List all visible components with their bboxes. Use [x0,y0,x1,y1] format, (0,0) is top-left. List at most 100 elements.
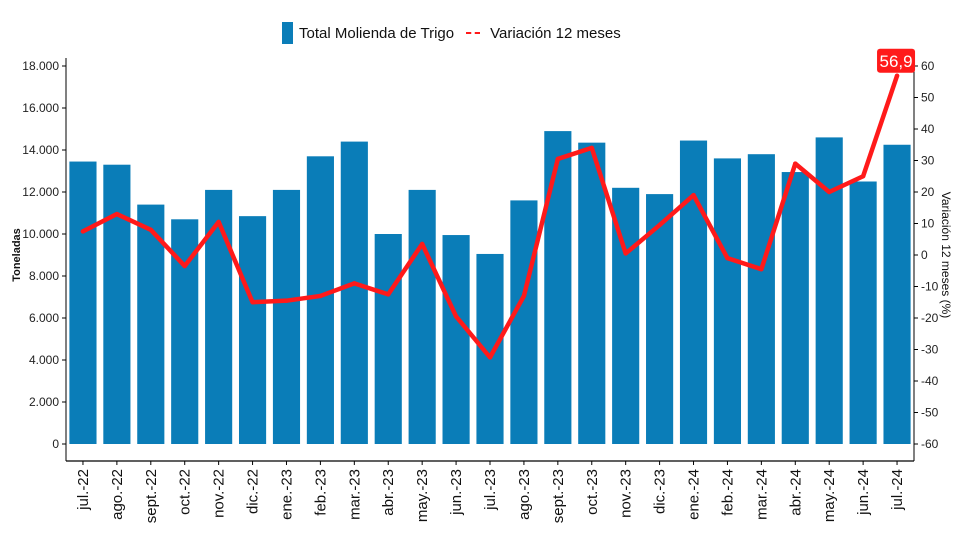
bar [442,235,470,444]
x-tick-label: feb.-24 [719,469,736,516]
annotation-box [877,48,916,73]
y-tick-label-right: -20 [921,311,939,325]
line-point [521,293,527,299]
y-tick-label-left: 14.000 [22,143,59,157]
x-tick-label: dic.-22 [245,469,262,514]
line-point [657,222,662,228]
line-point [453,314,459,319]
bar [238,216,267,444]
y-tick-label-left: 4.000 [29,353,59,367]
y-tick-label-right: -50 [921,406,939,420]
line-point [216,219,221,225]
y-tick-label-right: -10 [921,280,939,294]
x-tick-label: sept.-23 [550,469,567,523]
x-tick-label: jul.-24 [889,469,906,511]
x-tick-label: nov.-23 [618,469,635,518]
x-tick-label: jun.-24 [855,469,872,516]
x-tick-label: jul.-22 [75,469,92,511]
line-point [759,266,764,272]
legend-bar-label: Total Molienda de Trigo [299,24,455,42]
y-tick-label-left: 0 [52,437,59,451]
line-point [419,241,425,247]
line-point [352,281,357,286]
line-point [793,161,798,166]
line-point [860,174,866,179]
y-tick-label-right: 20 [921,185,935,199]
y-tick-label-right: -60 [921,437,939,451]
x-tick-label: mar.-24 [753,469,770,520]
y-tick-label-left: 16.000 [22,101,59,115]
bar [272,189,301,444]
y-tick-label-left: 8.000 [29,269,59,283]
y-tick-label-right: 30 [921,154,935,168]
bar [374,234,402,444]
line-point [148,227,153,232]
bar [103,164,131,444]
y-tick-label-left: 2.000 [29,395,59,409]
x-tick-label: ene.-24 [686,469,703,520]
bar [510,200,538,444]
x-tick-label: abr.-23 [380,469,397,516]
y-tick-label-right: -40 [921,374,939,388]
y-tick-label-right: 40 [921,122,935,136]
line-point [589,145,594,151]
y-tick-label-right: -30 [921,343,939,357]
x-tick-label: jun.-23 [448,469,465,516]
bar [306,156,334,445]
x-tick-label: may.-24 [821,469,838,522]
bar [205,189,233,444]
y-tick-label-right: 10 [921,217,935,231]
bar [544,131,572,444]
legend-bar-swatch [282,22,293,44]
bar [340,141,368,444]
x-tick-label: nov.-22 [211,469,228,518]
line-point [250,300,255,305]
x-tick-label: dic.-23 [652,469,669,514]
line-point [386,292,391,297]
x-tick-label: sept.-22 [143,469,160,523]
line-point [725,255,730,261]
bar [578,142,606,444]
y-tick-label-left: 18.000 [22,59,59,73]
line-point [487,355,493,360]
bar [781,172,809,445]
y-tick-label-left: 12.000 [22,185,59,199]
bar [137,204,165,444]
bar [849,181,877,444]
line-point [182,263,187,269]
bar [408,189,436,444]
y-tick-label-right: 60 [921,59,935,73]
line-point [827,189,832,195]
x-tick-label: jul.-23 [482,469,499,511]
x-tick-label: feb.-23 [312,469,329,516]
x-tick-label: abr.-24 [787,469,804,516]
y-tick-label-left: 6.000 [29,311,59,325]
line-point [284,298,289,303]
y-axis-title-left: Toneladas [11,228,23,282]
y-tick-label-right: 0 [921,248,928,262]
legend-line-swatch [466,32,481,34]
line-point [114,211,120,217]
bar [747,154,775,444]
x-tick-label: ago.-22 [109,469,126,520]
line-point [555,156,561,162]
legend-line-label: Variación 12 meses [490,24,621,42]
bar [69,161,97,445]
x-tick-label: may.-23 [414,469,431,522]
y-axis-title-right: Variación 12 meses (%) [939,192,953,319]
y-tick-label-left: 10.000 [22,227,59,241]
bar [646,194,674,444]
line-point [691,192,696,198]
bar [679,140,708,445]
x-tick-label: ago.-23 [516,469,533,520]
x-tick-label: oct.-22 [177,469,194,515]
line-point [623,251,628,256]
x-tick-label: oct.-23 [584,469,601,515]
annotation-label: 56,9 [879,52,912,71]
bar [713,158,742,444]
y-tick-label-right: 50 [921,91,935,105]
line-point [318,293,323,299]
line-point [80,229,86,234]
line-point [894,73,900,78]
